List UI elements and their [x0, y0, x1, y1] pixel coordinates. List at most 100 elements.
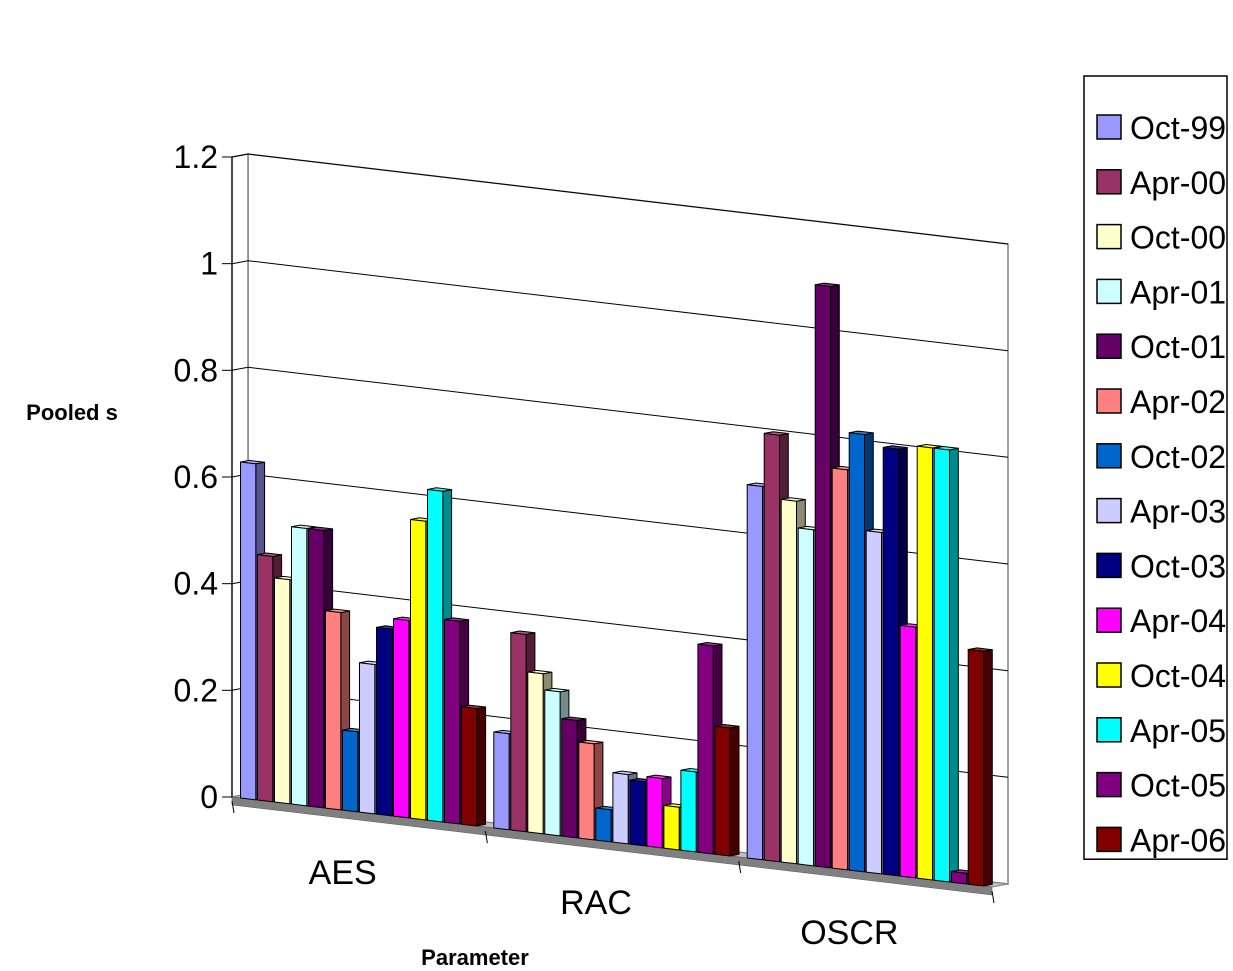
x-tick [991, 890, 995, 904]
legend-entry: Oct-01 [1096, 329, 1226, 365]
bar-front [714, 725, 731, 857]
bar-front [646, 776, 663, 849]
bar-front [578, 741, 595, 841]
bar-front [612, 772, 629, 845]
bar-front [899, 625, 916, 879]
legend: Oct-99 Apr-00 Oct-00 Apr-01 Oct-01 Apr-02 Oct-… [1083, 75, 1228, 860]
bar-front [933, 447, 950, 883]
bar-front [527, 671, 544, 835]
bar-side [729, 725, 740, 857]
legend-label: Oct-02 [1130, 439, 1226, 475]
bar-front [595, 807, 612, 843]
bar-front [461, 706, 478, 827]
bar-front [629, 779, 646, 847]
bar-front [663, 805, 680, 851]
y-tick-label: 0.4 [174, 566, 218, 602]
legend-swatch [1096, 114, 1122, 140]
legend-entry: Oct-03 [1096, 548, 1226, 584]
bar-front [342, 729, 359, 813]
category-label: RAC [560, 884, 632, 922]
bar-front [831, 467, 848, 871]
bar-front [763, 432, 780, 863]
bar-front [950, 871, 967, 885]
legend-label: Apr-03 [1130, 494, 1226, 530]
legend-entry: Oct-02 [1096, 439, 1226, 475]
bar-front [967, 649, 984, 887]
bar [461, 704, 487, 827]
bar-front [865, 530, 882, 875]
bar-front [257, 554, 274, 803]
bar-front [848, 432, 865, 873]
bar-front [561, 718, 578, 839]
legend-entry: Apr-05 [1096, 713, 1226, 749]
legend-entry: Apr-00 [1096, 165, 1226, 201]
bar-front [274, 577, 291, 805]
gridline [231, 153, 1009, 245]
legend-entry: Oct-05 [1096, 768, 1226, 804]
y-tick-label: 0.8 [174, 352, 218, 388]
bar-front [410, 519, 427, 821]
legend-swatch [1096, 278, 1122, 305]
bar-front [376, 626, 393, 817]
legend-entry: Apr-04 [1096, 603, 1226, 639]
bars [240, 282, 993, 887]
bar-front [780, 498, 797, 865]
legend-label: Oct-01 [1130, 329, 1226, 365]
bar-front [746, 484, 763, 861]
y-tick-label: 0.6 [174, 459, 218, 495]
x-tick [738, 860, 742, 874]
bar-front [916, 445, 933, 881]
legend-label: Apr-04 [1130, 603, 1226, 639]
bar-front [427, 489, 444, 823]
bar-side [476, 706, 487, 827]
bar-front [882, 446, 899, 877]
legend-swatch [1096, 717, 1122, 743]
legend-swatch [1096, 826, 1122, 853]
legend-label: Oct-05 [1130, 768, 1226, 804]
legend-entry: Oct-99 [1096, 110, 1226, 146]
bar-front [697, 643, 714, 855]
legend-swatch [1096, 607, 1122, 633]
bar-front [444, 619, 461, 825]
bar-front [359, 662, 376, 815]
category-label: OSCR [800, 914, 898, 952]
bar-front [240, 461, 257, 801]
legend-entry: Oct-00 [1096, 220, 1226, 256]
legend-swatch [1096, 333, 1122, 359]
x-axis-title: Parameter [421, 945, 529, 970]
bar-front [510, 632, 527, 833]
bar-side [983, 649, 993, 887]
legend-label: Apr-00 [1130, 165, 1226, 201]
bar-front [291, 526, 308, 807]
legend-swatch [1096, 388, 1122, 414]
legend-swatch [1096, 497, 1122, 524]
bar-front [325, 610, 342, 811]
legend-label: Oct-03 [1130, 548, 1226, 584]
bar-front [493, 731, 510, 831]
legend-entry: Apr-03 [1096, 494, 1226, 530]
y-tick-label: 0 [200, 779, 218, 815]
legend-label: Oct-00 [1130, 220, 1226, 256]
legend-entry: Apr-06 [1096, 822, 1226, 858]
legend-entry: Oct-04 [1096, 658, 1226, 694]
legend-entry: Apr-02 [1096, 384, 1226, 420]
x-tick [231, 800, 235, 814]
axes: 0 0.2 0.4 0.6 0.8 1 1.2 AES RAC OSCR [174, 139, 995, 952]
legend-swatch [1096, 771, 1122, 798]
bar-front [814, 284, 831, 869]
bar [933, 446, 959, 883]
bar-front [393, 618, 410, 819]
bar [714, 724, 740, 857]
legend-swatch [1096, 662, 1122, 688]
category-label: AES [309, 854, 377, 892]
legend-label: Apr-06 [1130, 822, 1226, 858]
legend-label: Oct-99 [1130, 110, 1226, 146]
y-tick-label: 1.2 [174, 139, 218, 175]
bar-front [680, 769, 697, 853]
legend-label: Apr-02 [1130, 384, 1226, 420]
y-tick-label: 0.2 [174, 672, 218, 708]
legend-swatch [1096, 552, 1122, 579]
gridline [231, 366, 1009, 458]
bar-front [797, 527, 814, 867]
